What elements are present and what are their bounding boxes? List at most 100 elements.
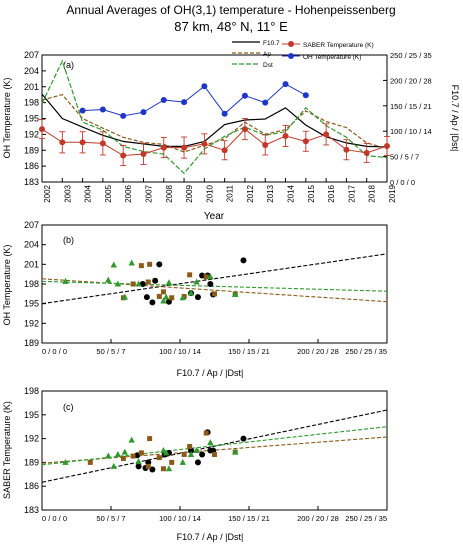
a-ytick-left-label: 201 bbox=[24, 82, 39, 92]
panel-b: (b) OH Temperature (K) F10.7 / Ap / |Dst… bbox=[2, 220, 388, 378]
a-saber-point bbox=[120, 152, 127, 159]
a-oh-point bbox=[140, 109, 147, 116]
a-ytick-right-label: 250 / 25 / 35 bbox=[390, 51, 432, 60]
a-xtick-label: 2006 bbox=[124, 184, 133, 202]
b-point-dst bbox=[121, 293, 128, 300]
panel-a-label: (a) bbox=[63, 60, 74, 70]
a-saber-point bbox=[282, 132, 289, 139]
a-ytick-right-label: 100 / 10 / 14 bbox=[390, 127, 432, 136]
c-point-ap bbox=[156, 455, 162, 461]
c-point-ap bbox=[212, 451, 217, 457]
b-point-ap bbox=[145, 279, 151, 285]
panel-a-ylabel: OH Temperature (K) bbox=[2, 78, 12, 159]
a-ytick-left-label: 204 bbox=[24, 66, 39, 76]
b-point-ap bbox=[138, 263, 144, 269]
b-ytick-label: 192 bbox=[24, 318, 39, 328]
c-point-ap bbox=[169, 459, 175, 465]
panel-a-ylabel-right: F10.7 / Ap / |Dst| bbox=[450, 85, 460, 152]
c-point-ap bbox=[147, 436, 153, 442]
a-xtick-label: 2017 bbox=[347, 184, 356, 202]
b-point-ap bbox=[156, 293, 162, 299]
a-xtick-label: 2008 bbox=[165, 184, 174, 202]
a-xtick-label: 2007 bbox=[144, 184, 153, 202]
a-xtick-label: 2013 bbox=[266, 184, 275, 202]
c-point-ap bbox=[160, 466, 166, 472]
c-xtick-label: 250 / 25 / 35 bbox=[345, 514, 387, 523]
legend-oh: OH Temperature (K) bbox=[303, 54, 361, 61]
c-point-f10-7 bbox=[134, 452, 141, 459]
b-point-ap bbox=[187, 272, 193, 278]
b-ytick-label: 195 bbox=[24, 299, 39, 309]
c-fit-dst bbox=[41, 426, 388, 466]
c-point-dst bbox=[179, 458, 186, 465]
b-ytick-label: 201 bbox=[24, 259, 39, 269]
b-point-f10-7 bbox=[207, 281, 214, 287]
b-point-f10-7 bbox=[152, 277, 159, 284]
b-point-dst bbox=[207, 273, 214, 280]
a-oh-point bbox=[160, 96, 167, 103]
a-oh-point bbox=[241, 92, 248, 99]
legend-saber: SABER Temperature (K) bbox=[303, 42, 374, 49]
a-ytick-right-label: 50 / 5 / 7 bbox=[390, 153, 419, 162]
panel-c: (c) SABER Temperature (K) F10.7 / Ap / |… bbox=[2, 386, 388, 542]
b-point-dst bbox=[135, 280, 142, 287]
a-xtick-label: 2018 bbox=[368, 184, 377, 202]
b-point-dst bbox=[232, 290, 239, 297]
c-point-dst bbox=[207, 439, 214, 446]
a-xtick-label: 2012 bbox=[246, 184, 255, 202]
b-point-f10-7 bbox=[199, 272, 206, 279]
b-point-dst bbox=[160, 297, 167, 304]
b-xtick-label: 0 / 0 / 0 bbox=[42, 347, 67, 356]
a-saber-point bbox=[241, 126, 248, 133]
b-point-dst bbox=[193, 278, 200, 285]
a-ytick-right-label: 150 / 15 / 21 bbox=[390, 102, 432, 111]
c-point-dst bbox=[160, 447, 167, 453]
c-point-ap bbox=[203, 430, 209, 436]
c-ytick-label: 192 bbox=[24, 434, 39, 444]
c-xtick-label: 200 / 20 / 28 bbox=[297, 514, 339, 523]
a-ytick-left-label: 207 bbox=[24, 50, 39, 60]
c-point-ap bbox=[138, 450, 144, 456]
b-point-ap bbox=[203, 274, 209, 280]
panel-b-ylabel: OH Temperature (K) bbox=[2, 245, 12, 326]
b-point-dst bbox=[105, 276, 112, 283]
b-point-dst bbox=[114, 280, 122, 287]
a-xtick-label: 2011 bbox=[226, 184, 235, 202]
b-point-f10-7 bbox=[143, 294, 150, 301]
c-xtick-label: 100 / 10 / 14 bbox=[159, 514, 201, 523]
a-saber-point bbox=[99, 140, 106, 147]
legend-ap: Ap bbox=[263, 51, 271, 58]
c-point-dst bbox=[232, 448, 239, 455]
b-point-dst bbox=[128, 259, 135, 266]
c-point-ap bbox=[130, 453, 136, 459]
b-xtick-label: 150 / 15 / 21 bbox=[228, 347, 270, 356]
a-saber-point bbox=[343, 146, 350, 153]
panel-c-xlabel: F10.7 / Ap / |Dst| bbox=[177, 532, 244, 542]
b-point-ap bbox=[147, 261, 153, 267]
panel-b-frame bbox=[41, 224, 388, 344]
a-ytick-left-label: 189 bbox=[24, 145, 39, 155]
a-saber-point bbox=[323, 131, 330, 138]
a-xtick-label: 2004 bbox=[84, 184, 93, 202]
b-point-ap bbox=[212, 291, 217, 297]
c-point-dst bbox=[110, 462, 117, 469]
b-ytick-label: 204 bbox=[24, 240, 39, 250]
c-point-dst bbox=[135, 458, 142, 465]
c-point-dst bbox=[114, 450, 122, 457]
b-ytick-label: 207 bbox=[24, 220, 39, 230]
panel-b-xlabel: F10.7 / Ap / |Dst| bbox=[177, 368, 244, 378]
a-xtick-label: 2002 bbox=[43, 184, 52, 202]
panel-a-xlabel: Year bbox=[204, 211, 225, 222]
c-point-dst bbox=[128, 436, 135, 443]
panel-c-label: (c) bbox=[63, 402, 74, 412]
c-point-ap bbox=[87, 459, 93, 465]
b-fit-f10-7 bbox=[41, 253, 388, 305]
a-saber-point bbox=[140, 150, 147, 157]
c-point-f10-7 bbox=[194, 459, 201, 466]
a-series-oh-line bbox=[82, 83, 307, 117]
a-ytick-left-label: 195 bbox=[24, 114, 39, 124]
b-xtick-label: 50 / 5 / 7 bbox=[96, 347, 125, 356]
a-ytick-right-label: 200 / 20 / 28 bbox=[390, 76, 432, 85]
a-oh-point bbox=[79, 107, 86, 114]
